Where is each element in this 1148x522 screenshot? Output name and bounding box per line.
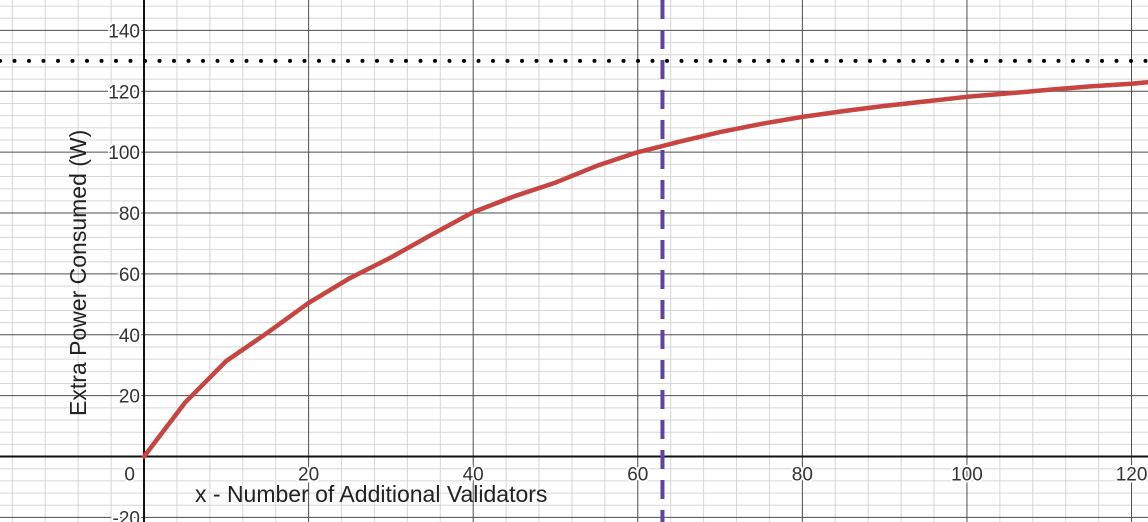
y-tick-label: 80	[119, 204, 140, 225]
x-tick-label: 0	[124, 465, 135, 486]
y-tick-label: 20	[119, 387, 140, 408]
series-line	[141, 79, 1148, 459]
x-tick-label: 40	[463, 465, 484, 486]
x-tick-label: 80	[792, 465, 813, 486]
x-tick-label: 60	[627, 465, 648, 486]
x-tick-label: 20	[298, 465, 319, 486]
y-tick-label: 140	[108, 21, 140, 42]
x-tick-label: 120	[1116, 465, 1148, 486]
y-axis-label: Extra Power Consumed (W)	[65, 130, 91, 416]
y-tick-label: 100	[108, 143, 140, 164]
tick-labels: 0 20 40 60 80 100 120 -20 20 40 60 80 100 120 140	[106, 19, 1148, 522]
x-axis-label: x - Number of Additional Validators	[195, 481, 547, 507]
y-tick-label: 60	[119, 265, 140, 286]
y-tick-label: -20	[113, 508, 140, 522]
x-tick-label: 100	[951, 465, 983, 486]
y-tick-label: 40	[119, 326, 140, 347]
data-series	[141, 79, 1148, 459]
y-tick-label: 120	[108, 82, 140, 103]
